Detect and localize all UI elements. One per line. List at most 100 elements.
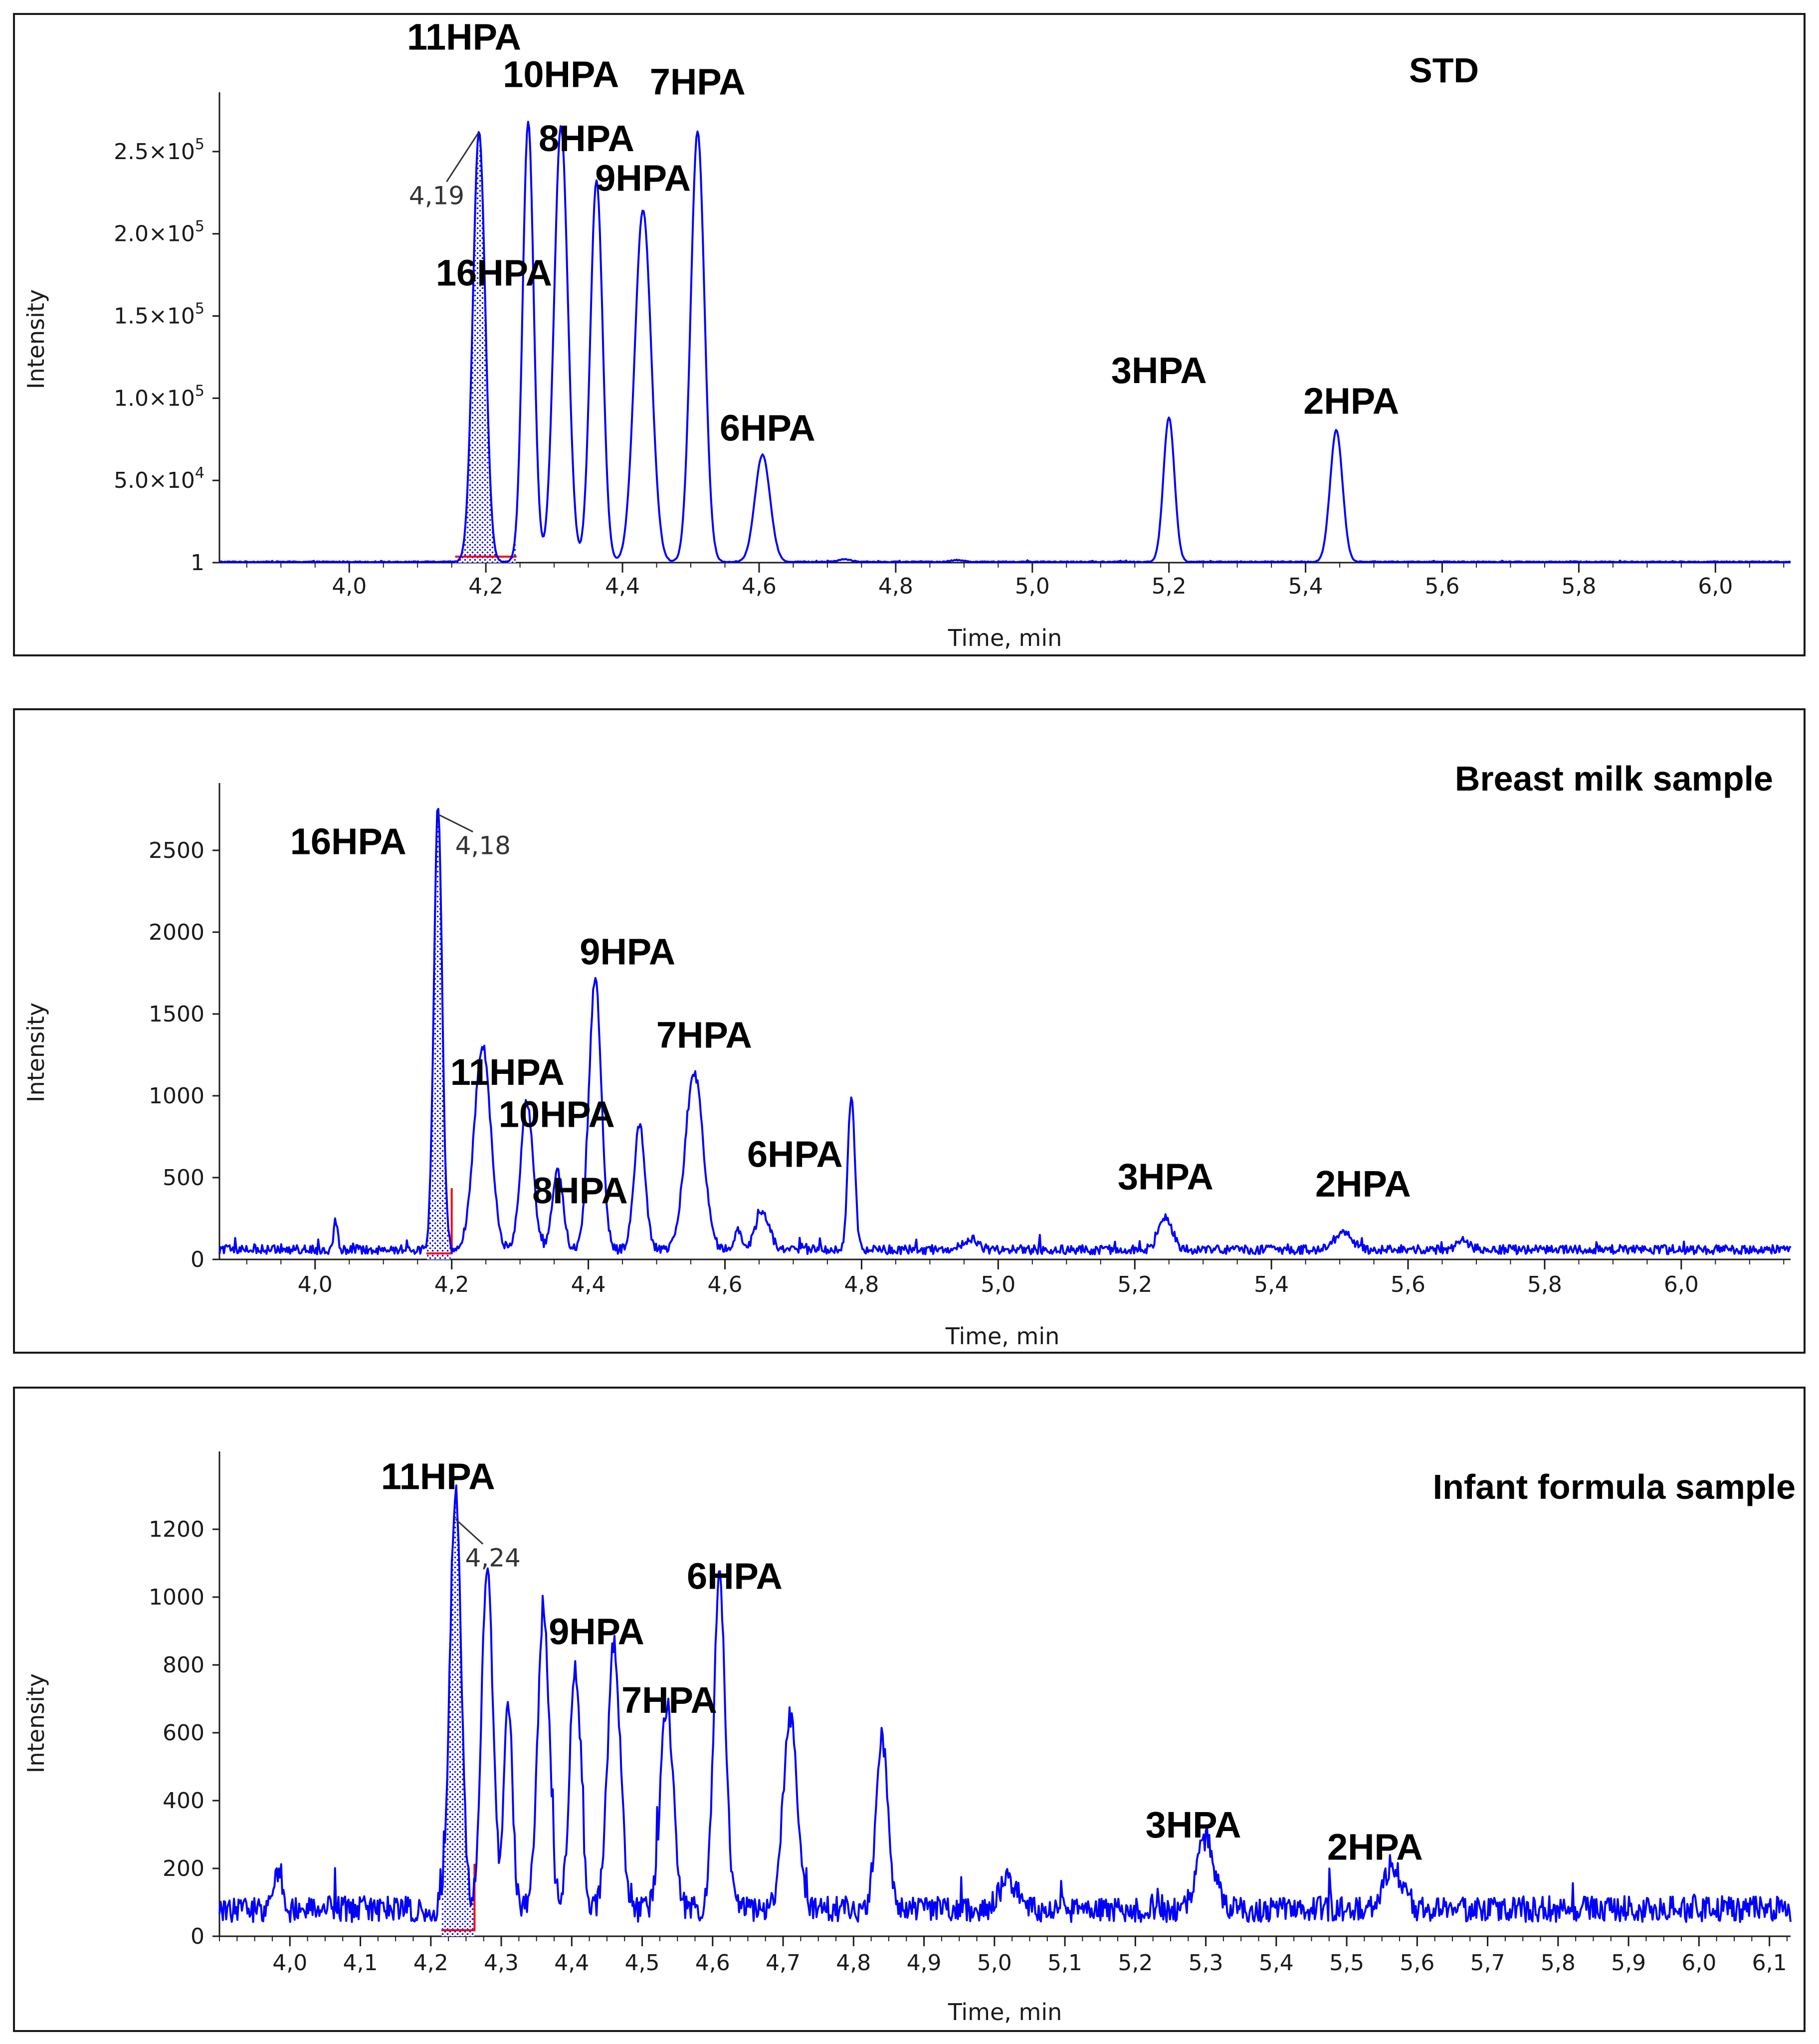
x-axis-title: Time, min — [948, 1999, 1062, 2026]
x-tick-label: 5,8 — [1527, 1272, 1562, 1297]
x-tick-label: 4,7 — [766, 1950, 801, 1976]
y-tick-label: 1 — [191, 550, 204, 576]
x-tick-label: 5,7 — [1470, 1950, 1505, 1976]
x-tick-label: 6,1 — [1752, 1950, 1787, 1976]
y-tick-label: 2000 — [149, 920, 204, 945]
peak-label: 11HPA — [381, 1456, 495, 1497]
peak-label: 2HPA — [1327, 1827, 1423, 1868]
y-tick-mantissa: 1000 — [149, 1585, 204, 1610]
peak-label: 6HPA — [720, 408, 815, 449]
x-tick-label: 4,6 — [742, 574, 777, 599]
y-tick-mantissa: 600 — [163, 1720, 204, 1746]
integrated-peak-area — [441, 1485, 474, 1936]
peak-label: 7HPA — [656, 1015, 752, 1056]
peak-label: 7HPA — [621, 1679, 717, 1721]
panel-title: STD — [1409, 51, 1479, 90]
peak-label: 2HPA — [1315, 1163, 1411, 1205]
peak-label: 7HPA — [650, 61, 746, 102]
y-axis-title: Intensity — [22, 289, 49, 389]
x-tick-label: 5,8 — [1561, 574, 1596, 599]
x-tick-label: 4,8 — [844, 1272, 879, 1297]
y-tick-mantissa: 500 — [163, 1165, 204, 1191]
y-tick-mantissa: 0 — [191, 1247, 204, 1272]
x-tick-label: 4,0 — [272, 1950, 307, 1976]
retention-time-label: 4,19 — [409, 181, 464, 210]
x-tick-label: 5,2 — [1118, 1950, 1153, 1976]
y-tick-label: 2.5×105 — [114, 136, 204, 165]
integration-baseline — [426, 1188, 453, 1254]
panel-frame — [13, 1387, 1806, 2032]
peak-label: 9HPA — [595, 158, 691, 199]
y-tick-label: 600 — [163, 1720, 204, 1746]
peak-label: 9HPA — [549, 1611, 644, 1652]
x-tick-label: 5,4 — [1288, 574, 1323, 599]
y-tick-mantissa: 0 — [191, 1924, 204, 1949]
peak-label: 16HPA — [290, 821, 406, 862]
y-tick-mantissa: 400 — [163, 1788, 204, 1814]
peak-label: 11HPA — [450, 1051, 565, 1093]
std-chromatogram-panel: STD Intensity Time, min 15.0×1041.0×1051… — [13, 13, 1806, 656]
peak-label: 11HPA — [407, 16, 521, 57]
y-tick-mantissa: 2000 — [149, 920, 204, 945]
x-tick-label: 4,2 — [413, 1950, 448, 1976]
panel-frame — [13, 13, 1806, 656]
x-tick-label: 5,6 — [1425, 574, 1460, 599]
x-tick-label: 5,2 — [1152, 574, 1187, 599]
peak-label: 2HPA — [1303, 380, 1399, 421]
x-tick-label: 4,1 — [343, 1950, 378, 1976]
peak-label: 9HPA — [580, 931, 675, 973]
plot-area: 0 200 400 600 800 1000 1200 4,0 4,1 4,2 4,3 4,4 4,5 4… — [149, 1451, 1792, 1976]
panel-frame — [13, 708, 1806, 1354]
x-tick-label: 4,0 — [332, 574, 367, 599]
y-tick-exponent: 5 — [195, 300, 204, 318]
y-tick-label: 0 — [191, 1924, 204, 1949]
x-axis-title: Time, min — [945, 1323, 1060, 1350]
y-tick-mantissa: 800 — [163, 1652, 204, 1678]
x-tick-label: 4,8 — [878, 574, 913, 599]
chromatogram-trace — [218, 808, 1792, 1255]
chromatogram-trace — [218, 1484, 1792, 1923]
y-tick-label: 1.0×105 — [114, 382, 204, 411]
y-tick-mantissa: 2500 — [149, 838, 204, 863]
x-tick-label: 5,1 — [1047, 1950, 1082, 1976]
y-tick-label: 1000 — [149, 1585, 204, 1610]
x-tick-label: 5,8 — [1541, 1950, 1576, 1976]
y-tick-mantissa: 2.0×10 — [114, 221, 195, 247]
x-tick-label: 4,2 — [434, 1272, 469, 1297]
y-tick-mantissa: 1.5×10 — [114, 304, 195, 329]
x-tick-label: 4,4 — [571, 1272, 606, 1297]
peak-label: 3HPA — [1118, 1156, 1213, 1197]
y-tick-label: 2500 — [149, 838, 204, 863]
x-tick-label: 5,0 — [981, 1272, 1015, 1297]
infant-formula-chromatogram-panel: Infant formula sample Intensity Time, mi… — [13, 1387, 1806, 2032]
x-tick-label: 4,4 — [554, 1950, 589, 1976]
y-tick-mantissa: 200 — [163, 1856, 204, 1881]
y-tick-exponent: 5 — [195, 136, 204, 153]
x-tick-label: 6,0 — [1664, 1272, 1699, 1297]
y-axis-title: Intensity — [22, 1673, 49, 1773]
retention-leader-line — [437, 814, 473, 832]
x-tick-label: 5,2 — [1117, 1272, 1152, 1297]
x-tick-label: 5,6 — [1400, 1950, 1434, 1976]
y-tick-exponent: 5 — [195, 218, 204, 235]
x-tick-label: 5,6 — [1391, 1272, 1425, 1297]
y-tick-exponent: 5 — [195, 382, 204, 400]
y-tick-label: 2.0×105 — [114, 218, 204, 247]
y-tick-mantissa: 1.0×10 — [114, 386, 195, 411]
y-tick-mantissa: 1500 — [149, 1002, 204, 1027]
peak-label: 10HPA — [499, 1094, 615, 1135]
y-tick-label: 400 — [163, 1788, 204, 1814]
x-tick-label: 6,0 — [1681, 1950, 1716, 1976]
panel-title: Breast milk sample — [1455, 759, 1773, 798]
x-tick-label: 4,6 — [707, 1272, 742, 1297]
chromatogram-trace — [219, 121, 1791, 564]
peak-label: 6HPA — [747, 1134, 843, 1175]
y-tick-label: 800 — [163, 1652, 204, 1678]
y-tick-mantissa: 1 — [191, 550, 204, 576]
retention-leader-line — [455, 1518, 484, 1545]
panel-title: Infant formula sample — [1433, 1467, 1796, 1506]
breast-milk-chromatogram-panel: Breast milk sample Intensity Time, min 0… — [13, 708, 1806, 1354]
x-tick-label: 5,5 — [1329, 1950, 1364, 1976]
y-tick-label: 1500 — [149, 1002, 204, 1027]
